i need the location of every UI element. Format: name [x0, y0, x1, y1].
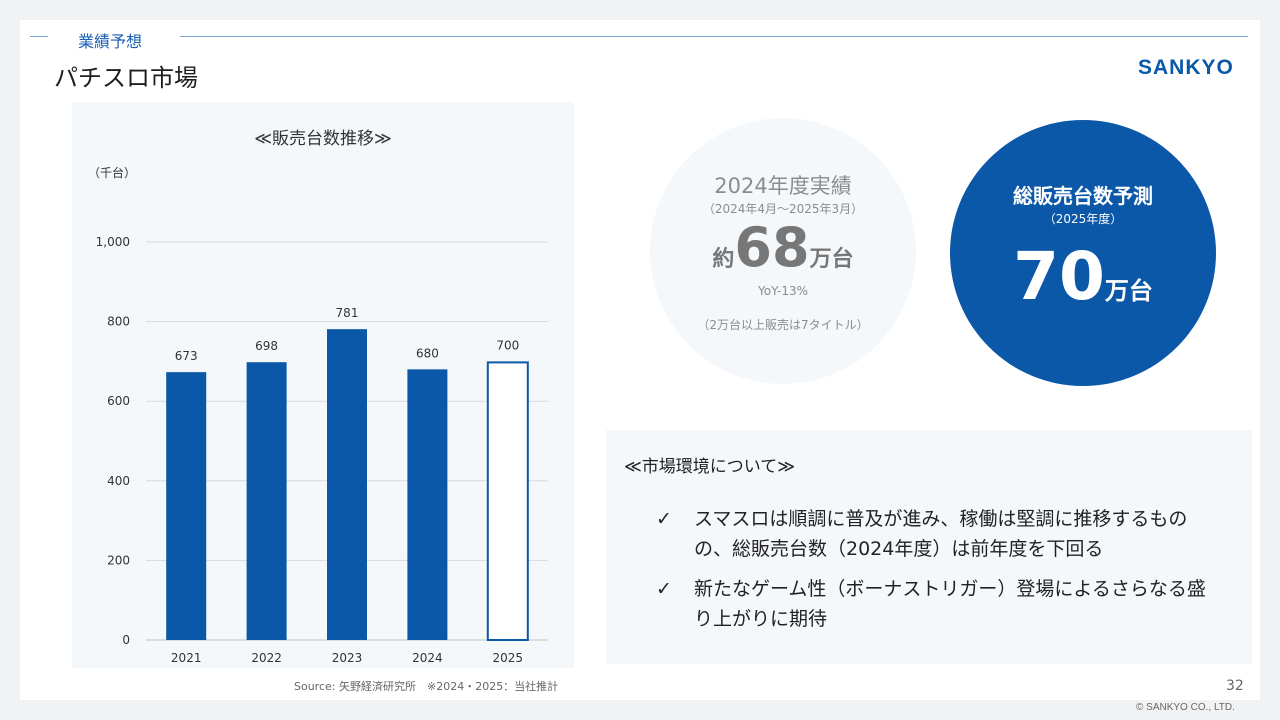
y-tick-label: 400: [107, 474, 130, 488]
x-tick-label: 2025: [493, 651, 524, 665]
x-tick-label: 2024: [412, 651, 443, 665]
actual-unit: 万台: [809, 247, 854, 272]
bar-chart: 0 200 400 600 800 1,000 673 2021 698 2022 781 2023 6…: [96, 235, 548, 665]
actual-value: 約68万台: [650, 216, 916, 279]
data-label: 700: [496, 338, 519, 352]
y-tick-label: 0: [122, 633, 130, 647]
environment-item-text: スマスロは順調に普及が進み、稼働は堅調に推移するものの、総販売台数（2024年度…: [694, 508, 1188, 560]
section-label: 業績予想: [78, 32, 143, 51]
y-tick-label: 1,000: [96, 235, 130, 249]
sales-chart-panel: ≪販売台数推移≫ （千台） 0 200 400 600 800 1,000 673 2021 6…: [72, 102, 574, 668]
environment-item: ✓ スマスロは順調に普及が進み、稼働は堅調に推移するものの、総販売台数（2024…: [656, 504, 1216, 566]
x-tick-label: 2022: [251, 651, 282, 665]
bar: [166, 372, 207, 640]
slide: 業績予想 パチスロ市場 SANKYO ≪販売台数推移≫ （千台） 0 200 400…: [20, 20, 1260, 700]
check-icon: ✓: [656, 508, 672, 530]
environment-item: ✓ 新たなゲーム性（ボーナストリガー）登場によるさらなる盛り上がりに期待: [656, 574, 1216, 636]
bar: [327, 329, 367, 640]
market-environment-panel: ≪市場環境について≫ ✓ スマスロは順調に普及が進み、稼働は堅調に推移するものの…: [606, 430, 1252, 664]
header-rule-left: [30, 36, 48, 37]
bar: [486, 361, 529, 641]
bar: [407, 369, 448, 640]
y-tick-label: 600: [107, 394, 130, 408]
actual-result-circle: 2024年度実績 （2024年4月～2025年3月） 約68万台 YoY-13%…: [650, 118, 916, 384]
data-label: 781: [336, 306, 359, 320]
actual-title: 2024年度実績: [714, 174, 852, 198]
page-title: パチスロ市場: [54, 64, 198, 92]
chart-y-unit: （千台）: [88, 166, 137, 180]
x-tick-label: 2021: [171, 651, 202, 665]
forecast-circle: 総販売台数予測 （2025年度） 70万台: [950, 120, 1216, 386]
data-label: 673: [175, 349, 198, 363]
actual-prefix: 約: [712, 247, 735, 272]
data-label: 680: [416, 346, 439, 360]
copyright: © SANKYO CO., LTD.: [1136, 702, 1235, 713]
data-label: 698: [255, 339, 278, 353]
forecast-number: 70: [1013, 238, 1105, 315]
forecast-subtitle: （2025年度）: [1043, 212, 1123, 226]
y-tick-label: 200: [107, 553, 130, 567]
bar: [246, 362, 287, 640]
forecast-unit: 万台: [1104, 277, 1153, 305]
source-note: Source: 矢野経済研究所 ※2024・2025：当社推計: [294, 680, 559, 693]
environment-title: ≪市場環境について≫: [624, 457, 796, 477]
check-icon: ✓: [656, 578, 672, 600]
y-tick-label: 800: [107, 315, 130, 329]
header-rule-right: [180, 36, 1248, 37]
actual-period: （2024年4月～2025年3月）: [702, 202, 864, 216]
forecast-value: 70万台: [950, 238, 1216, 315]
forecast-title: 総販売台数予測: [1013, 184, 1153, 208]
sankyo-logo: SANKYO: [1138, 56, 1234, 79]
page-number: 32: [1226, 678, 1244, 694]
environment-item-text: 新たなゲーム性（ボーナストリガー）登場によるさらなる盛り上がりに期待: [694, 578, 1206, 630]
actual-note: （2万台以上販売は7タイトル）: [697, 318, 869, 332]
chart-title: ≪販売台数推移≫: [254, 129, 392, 149]
actual-number: 68: [734, 216, 810, 279]
x-tick-label: 2023: [332, 651, 363, 665]
actual-yoy: YoY-13%: [758, 284, 808, 298]
